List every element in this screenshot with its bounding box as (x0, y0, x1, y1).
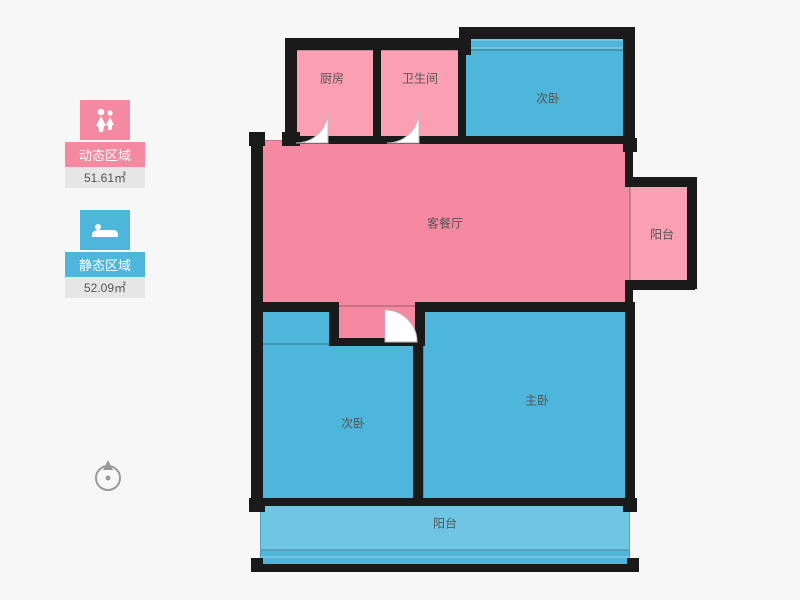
legend-static-label: 静态区域 (65, 252, 145, 277)
legend-static-value: 52.09㎡ (65, 277, 145, 298)
people-icon (80, 100, 130, 140)
sleep-icon (80, 210, 130, 250)
legend-static: 静态区域 52.09㎡ (65, 210, 145, 298)
legend: 动态区域 51.61㎡ 静态区域 52.09㎡ (65, 100, 145, 320)
legend-dynamic-value: 51.61㎡ (65, 167, 145, 188)
walls-overlay (245, 18, 705, 578)
legend-dynamic: 动态区域 51.61㎡ (65, 100, 145, 188)
compass-icon (88, 455, 128, 495)
legend-dynamic-label: 动态区域 (65, 142, 145, 167)
floor-plan: 厨房卫生间客餐厅阳台次卧次卧主卧阳台 (245, 18, 695, 573)
